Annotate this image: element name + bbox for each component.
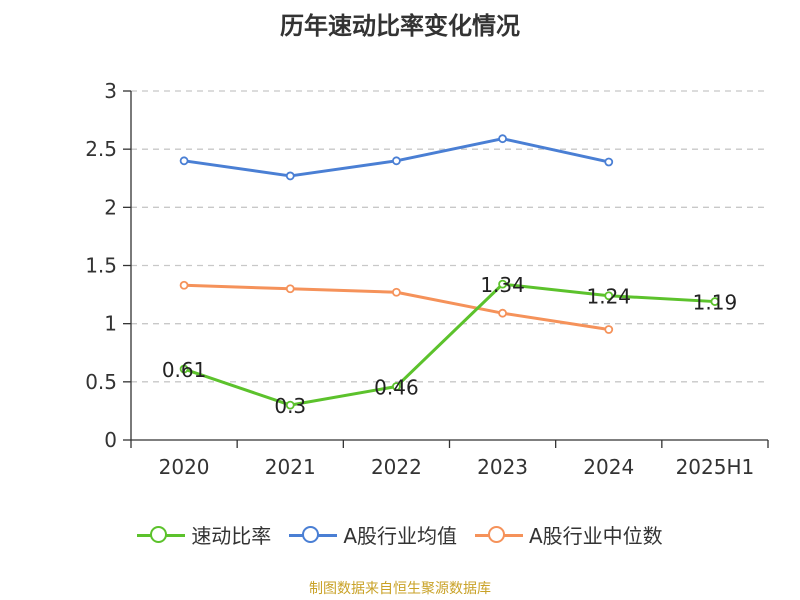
legend-label: 速动比率 [191,524,272,548]
axes: 0 0.5 1 1.5 2 2.5 3 2020 2021 2022 2023 2024 2025H1 [85,79,769,479]
data-point [604,291,614,301]
legend-line-icon [475,525,523,545]
series [179,134,720,410]
x-tick-label: 2024 [583,455,634,479]
data-point [285,171,295,181]
x-tick-label: 2022 [371,455,422,479]
chart-title: 历年速动比率变化情况 [280,12,520,40]
data-label: 1.24 [586,285,631,309]
data-point [285,284,295,294]
x-tick-label: 2025H1 [676,455,755,479]
legend-line-icon [137,525,186,545]
data-point [392,382,401,391]
y-tick-label: 0.5 [85,370,117,394]
y-tick-label: 3 [104,79,117,103]
data-point [179,364,189,374]
data-point [179,156,189,166]
y-tick-label: 0 [104,428,117,452]
grid-lines [131,90,768,383]
data-point [392,156,401,166]
data-label: 0.3 [274,394,306,418]
data-label: 1.19 [693,291,738,315]
data-point [710,297,720,306]
data-point [498,308,507,318]
data-label: 1.34 [480,273,525,297]
legend-item-industry-median[interactable]: A股行业中位数 [475,520,663,549]
legend-item-quick-ratio[interactable]: 速动比率 [137,520,271,549]
data-labels: 0.61 0.3 0.46 1.34 1.24 1.19 [162,273,737,418]
y-tick-label: 2.5 [85,137,117,161]
data-point [498,279,507,289]
legend: 速动比率 A股行业均值 A股行业中位数 [0,520,800,549]
legend-label: A股行业中位数 [529,524,663,548]
x-tick-label: 2020 [159,455,210,479]
data-label: 0.46 [374,375,419,399]
data-point [392,287,401,297]
y-tick-label: 2 [104,195,117,219]
legend-item-industry-average[interactable]: A股行业均值 [289,520,457,549]
source-note: 制图数据来自恒生聚源数据库 [309,581,491,597]
data-point [498,134,507,144]
legend-line-icon [289,525,338,545]
series-line [183,282,715,407]
y-tick-label: 1.5 [85,254,117,278]
x-tick-label: 2021 [265,455,316,479]
data-point [604,157,614,167]
data-label: 0.61 [162,358,207,382]
data-point [285,400,295,410]
data-point [604,325,614,334]
legend-label: A股行业均值 [343,524,457,548]
y-tick-label: 1 [104,312,117,336]
x-tick-label: 2023 [477,455,528,479]
data-point [179,280,189,290]
